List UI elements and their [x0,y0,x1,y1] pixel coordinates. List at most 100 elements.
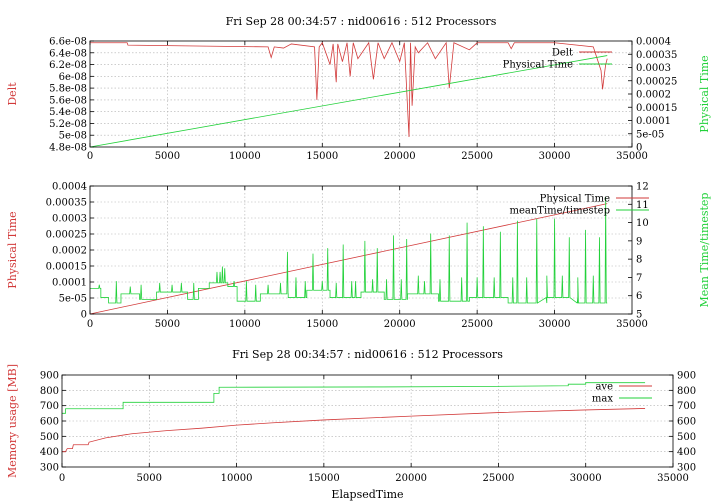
y2-tick-label: 0.00025 [636,76,677,87]
x-tick-label: 25000 [461,319,493,330]
y-tick-label: 6.2e-08 [49,60,87,71]
y-tick-label: 6.6e-08 [49,37,87,48]
x-tick-label: 5000 [137,473,162,484]
x-tick-label: 30000 [570,473,602,484]
y2-tick-label: 0.0002 [636,90,671,101]
y-tick-label: 400 [40,447,59,458]
plot-frame [89,40,633,148]
legend-label: Delt [552,48,573,59]
y2-axis-label: Physical Time [698,55,711,132]
y-tick-label: 0.00015 [46,262,87,273]
x-tick-label: 35000 [616,319,648,330]
chart-memory-usage: 0 5000 10000 15000 20000 25000 30000 3500030040… [6,348,696,501]
series-line-physical-time [89,203,608,315]
y2-tick-label: 5 [636,310,642,321]
chart-title: Fri Sep 28 00:34:57 : nid00616 : 512 Pro… [226,15,497,28]
x-tick-label: 10000 [229,319,261,330]
y2-tick-label: 12 [636,182,649,193]
y2-tick-label: 700 [677,401,696,412]
y-tick-label: 5.4e-08 [49,107,87,118]
y-tick-label: 0.00025 [46,230,87,241]
x-tick-label: 35000 [616,151,648,162]
y2-tick-label: 9 [636,236,642,247]
x-tick-label: 0 [87,319,93,330]
legend-label: ave [595,382,613,393]
y-tick-label: 5e-08 [59,131,87,142]
y-tick-label: 300 [40,463,59,474]
x-tick-label: 25000 [461,151,493,162]
y-axis-label: Delt [6,82,19,106]
series-line-delt [90,41,608,138]
x-tick-label: 35000 [657,473,689,484]
y-tick-label: 0.0003 [52,214,87,225]
x-tick-label: 10000 [221,473,253,484]
y-axis-label: Memory usage [MB] [6,364,19,478]
y-tick-label: 0.0002 [52,246,87,257]
y-tick-label: 0.00035 [46,198,87,209]
x-tick-label: 0 [87,151,93,162]
x-tick-label: 15000 [308,473,340,484]
y-tick-label: 6e-08 [59,72,87,83]
plot-frame [89,185,633,315]
y2-tick-label: 6 [636,291,642,302]
x-tick-label: 25000 [483,473,515,484]
y-tick-label: 5.8e-08 [49,84,87,95]
x-tick-label: 15000 [306,151,338,162]
chart-delt-physical-time: 0 5000 10000 15000 20000 25000 30000 35000 4.8e-… [6,15,711,162]
y2-tick-label: 400 [677,447,696,458]
y-tick-label: 500 [40,432,59,443]
legend-label: Physical Time [503,60,573,71]
y-tick-label: 5.2e-08 [49,119,87,130]
y2-tick-label: 500 [677,432,696,443]
plot-frame [61,374,674,468]
legend-label: max [592,394,613,405]
x-tick-label: 15000 [306,319,338,330]
y-tick-label: 6.4e-08 [49,48,87,59]
y2-tick-label: 8 [636,255,642,266]
y2-tick-label: 0.00015 [636,103,677,114]
y-tick-label: 5.6e-08 [49,95,87,106]
y-tick-label: 0.0001 [52,278,87,289]
y2-tick-label: 600 [677,417,696,428]
y2-axis-label: Mean Time/timestep [698,193,711,308]
y2-tick-label: 5e-05 [636,129,664,140]
chart-physical-time-mean-time: 0 5000 10000 15000 20000 25000 30000 35000 0 5e-0… [6,182,711,331]
x-tick-label: 30000 [539,319,571,330]
y-tick-label: 700 [40,401,59,412]
y2-tick-label: 0 [636,143,642,154]
y-tick-label: 600 [40,417,59,428]
series-line-max [62,382,646,414]
series-line-physical-time [89,55,608,148]
y-tick-label: 0.0004 [52,182,87,193]
y2-tick-label: 10 [636,218,649,229]
series-line-meantime-timestep [90,196,608,304]
x-tick-label: 20000 [384,319,416,330]
y2-tick-label: 300 [677,463,696,474]
x-tick-label: 5000 [155,151,180,162]
y2-tick-label: 0.00035 [636,50,677,61]
y2-tick-label: 900 [677,371,696,382]
y2-tick-label: 11 [636,200,649,211]
x-tick-label: 30000 [539,151,571,162]
y-axis-label: Physical Time [6,211,19,288]
series-line-ave [62,408,646,453]
legend-label: Physical Time [540,194,610,205]
x-tick-label: 0 [59,473,65,484]
y-tick-label: 5e-05 [59,294,87,305]
y2-tick-label: 800 [677,386,696,397]
x-axis-label: ElapsedTime [331,488,403,501]
x-tick-label: 10000 [229,151,261,162]
y2-tick-label: 7 [636,273,642,284]
y-tick-label: 800 [40,386,59,397]
y-tick-label: 4.8e-08 [49,143,87,154]
y-tick-label: 0 [81,310,87,321]
legend-label: meanTime/timestep [509,206,610,217]
x-tick-label: 20000 [395,473,427,484]
y-tick-label: 900 [40,371,59,382]
y2-tick-label: 0.0001 [636,116,671,127]
x-tick-label: 5000 [155,319,180,330]
x-tick-label: 20000 [384,151,416,162]
y2-tick-label: 0.0004 [636,37,671,48]
chart-title: Fri Sep 28 00:34:57 : nid00616 : 512 Pro… [232,348,503,361]
